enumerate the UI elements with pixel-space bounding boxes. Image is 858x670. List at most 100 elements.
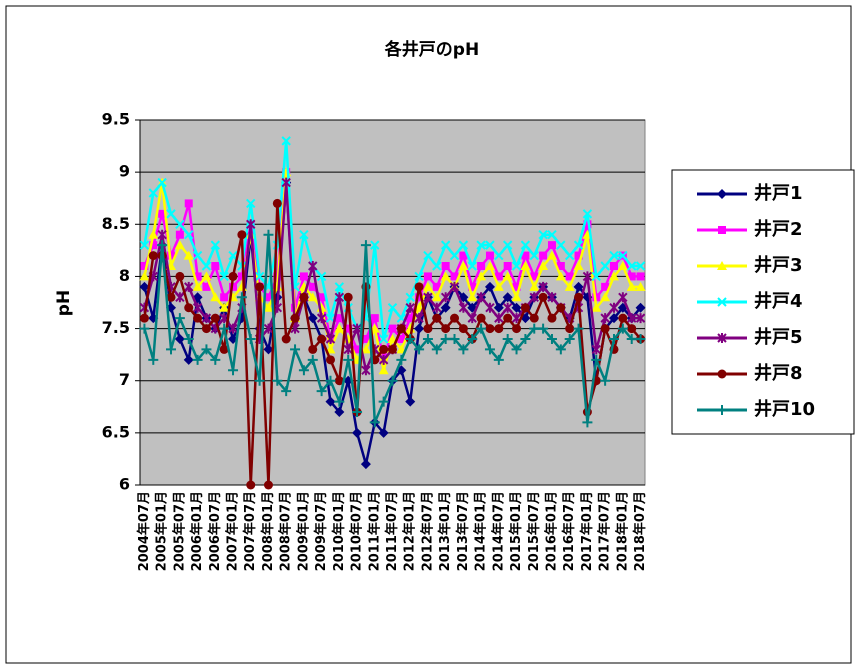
data-point bbox=[387, 375, 398, 386]
data-point bbox=[582, 209, 593, 219]
data-point bbox=[574, 251, 583, 260]
data-point bbox=[325, 334, 336, 344]
data-point bbox=[228, 271, 238, 281]
data-point bbox=[307, 313, 318, 324]
data-point bbox=[184, 199, 193, 208]
data-point bbox=[609, 262, 618, 270]
data-point bbox=[219, 302, 230, 312]
data-point bbox=[627, 261, 637, 271]
data-point bbox=[493, 354, 504, 365]
data-point bbox=[591, 302, 602, 312]
data-point bbox=[299, 230, 309, 240]
data-point bbox=[467, 334, 478, 344]
data-point bbox=[192, 354, 203, 365]
data-point bbox=[158, 209, 167, 218]
data-point bbox=[494, 313, 504, 324]
data-point bbox=[228, 365, 239, 376]
data-point bbox=[511, 344, 522, 355]
x-tick-label: 2012年01月 bbox=[402, 491, 418, 571]
legend-label: 井戸1 bbox=[754, 182, 803, 204]
data-point bbox=[201, 313, 212, 324]
data-point bbox=[263, 302, 274, 312]
data-point bbox=[157, 229, 167, 240]
data-point bbox=[263, 229, 274, 240]
data-point bbox=[193, 272, 202, 281]
data-point bbox=[148, 229, 159, 239]
data-point bbox=[494, 324, 504, 334]
data-point bbox=[307, 292, 318, 302]
x-tick-label: 2017年01月 bbox=[579, 491, 595, 571]
y-tick-label: 6.5 bbox=[102, 422, 130, 441]
x-tick-label: 2018年07月 bbox=[632, 491, 648, 571]
legend-label: 井戸8 bbox=[754, 362, 803, 384]
x-tick-label: 2012年07月 bbox=[419, 491, 435, 571]
x-tick-label: 2005年07月 bbox=[171, 491, 187, 571]
data-point bbox=[530, 272, 539, 281]
data-point bbox=[440, 240, 451, 250]
data-point bbox=[237, 230, 247, 240]
data-point bbox=[414, 323, 425, 334]
data-point bbox=[308, 282, 317, 291]
data-point bbox=[369, 417, 380, 428]
data-point bbox=[636, 272, 645, 281]
y-tick-label: 8 bbox=[119, 266, 130, 285]
data-point bbox=[378, 396, 389, 407]
data-point bbox=[502, 292, 513, 303]
data-point bbox=[343, 292, 353, 302]
x-tick-label: 2004年07月 bbox=[136, 491, 152, 571]
data-point bbox=[325, 396, 336, 407]
x-tick-label: 2007年07月 bbox=[242, 491, 258, 571]
data-point bbox=[546, 250, 557, 260]
data-point bbox=[228, 323, 238, 334]
data-point bbox=[512, 282, 521, 291]
data-point bbox=[210, 240, 221, 250]
y-tick-label: 6 bbox=[119, 475, 130, 494]
data-point bbox=[511, 302, 522, 313]
data-point bbox=[431, 344, 442, 355]
data-point bbox=[555, 271, 566, 281]
data-point bbox=[547, 313, 557, 323]
data-point bbox=[432, 282, 441, 291]
data-point bbox=[325, 375, 336, 386]
data-point bbox=[573, 323, 584, 334]
data-point bbox=[317, 293, 326, 302]
data-point bbox=[184, 281, 194, 292]
data-point bbox=[334, 282, 345, 292]
data-point bbox=[219, 323, 230, 334]
data-point bbox=[626, 281, 637, 291]
data-point bbox=[405, 292, 415, 302]
data-point bbox=[148, 251, 158, 261]
legend-label: 井戸2 bbox=[754, 218, 803, 240]
data-point bbox=[467, 292, 478, 302]
data-point bbox=[139, 313, 149, 323]
data-point bbox=[193, 313, 203, 323]
data-point bbox=[485, 302, 495, 313]
x-tick-label: 2008年07月 bbox=[278, 491, 294, 571]
data-point bbox=[317, 334, 327, 344]
data-point bbox=[485, 324, 495, 334]
data-point bbox=[397, 335, 406, 343]
data-point bbox=[201, 344, 212, 355]
data-point bbox=[538, 292, 548, 302]
data-point bbox=[299, 272, 308, 281]
data-point bbox=[450, 272, 459, 281]
x-tick-label: 2018年01月 bbox=[614, 491, 630, 571]
legend-label: 井戸5 bbox=[754, 326, 803, 348]
data-point bbox=[617, 261, 628, 270]
data-point bbox=[503, 313, 513, 323]
data-point bbox=[335, 314, 344, 323]
data-point bbox=[174, 240, 185, 250]
data-point bbox=[298, 365, 309, 376]
data-point bbox=[290, 313, 300, 323]
data-point bbox=[565, 324, 575, 334]
data-point bbox=[316, 313, 327, 324]
data-point bbox=[529, 323, 540, 334]
data-point bbox=[139, 323, 150, 334]
x-tick-label: 2013年07月 bbox=[455, 491, 471, 571]
data-point bbox=[334, 376, 344, 386]
data-point bbox=[237, 272, 246, 281]
data-point bbox=[493, 281, 504, 291]
data-point bbox=[192, 281, 203, 291]
data-point bbox=[538, 230, 548, 240]
data-point bbox=[166, 209, 176, 219]
